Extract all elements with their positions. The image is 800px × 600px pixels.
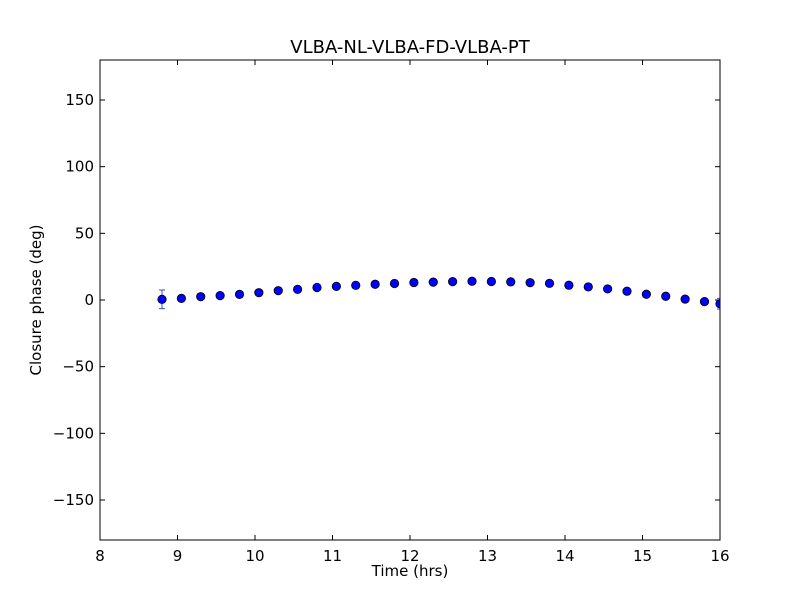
x-tick-label: 11 [323,547,342,565]
data-point [273,286,283,296]
data-point [622,286,632,296]
x-tick-label: 15 [633,547,652,565]
y-tick-label: 0 [84,291,94,309]
x-tick-label: 13 [478,547,497,565]
data-point [641,289,651,299]
data-point [467,276,477,286]
data-point [428,277,438,287]
x-axis-label: Time (hrs) [371,562,449,580]
data-point [486,276,496,287]
y-tick-label: 150 [65,91,94,109]
x-tick-label: 14 [555,547,574,565]
plot-area [157,276,720,310]
data-point [603,284,613,294]
data-point [409,277,419,288]
x-tick-label: 9 [173,547,183,565]
data-point [254,288,264,298]
data-point [176,293,186,303]
plot-frame [99,59,721,541]
data-point [506,277,516,287]
y-tick-label: 50 [75,224,94,242]
chart-title: VLBA-NL-VLBA-FD-VLBA-PT [290,37,530,58]
data-point [351,280,361,290]
data-point [699,296,710,307]
data-point [312,282,322,293]
data-point [583,282,593,292]
axis-ticks: 8 9 10 11 12 13 14 15 16 150 100 50 0 −50 −100 −150 [53,60,730,565]
data-point [370,279,380,289]
x-tick-label: 16 [710,547,729,565]
y-axis-label: Closure phase (deg) [27,225,45,376]
data-point [293,284,303,294]
data-point [389,278,400,289]
y-tick-label: −50 [62,358,94,376]
x-tick-label: 12 [400,547,419,565]
y-tick-label: −150 [53,491,94,509]
y-tick-label: 100 [65,158,94,176]
data-point [448,276,458,287]
data-point [196,292,206,302]
data-point [564,280,574,290]
data-point [661,291,671,301]
data-point [215,290,225,301]
x-tick-label: 10 [245,547,264,565]
y-tick-label: −100 [53,424,94,442]
data-point [680,294,690,304]
data-point [544,278,555,288]
data-point [157,294,167,304]
data-point [234,289,245,299]
data-point [331,281,341,291]
x-tick-label: 8 [95,547,105,565]
data-point [525,278,535,288]
